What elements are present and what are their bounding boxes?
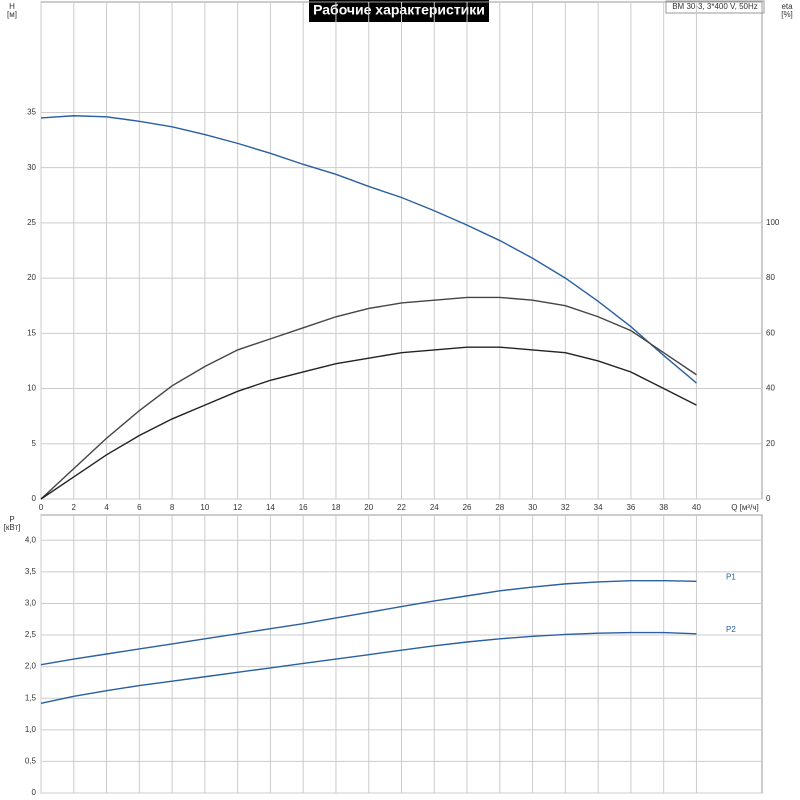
series-line — [40, 296, 697, 500]
y-tick-label: 2,0 — [25, 662, 37, 671]
y-tick-label: 0 — [32, 494, 37, 503]
x-tick-label: 38 — [659, 503, 668, 512]
y2-tick-label: 0 — [766, 494, 771, 503]
y2-axis-unit: [%] — [781, 10, 793, 19]
y2-axis-label: eta — [781, 2, 793, 11]
x-tick-label: 18 — [332, 503, 341, 512]
x-tick-label: 26 — [463, 503, 472, 512]
y-tick-label: 3,5 — [25, 567, 37, 576]
y-axis-unit: [кВт] — [4, 523, 21, 532]
y-tick-label: 4,0 — [25, 535, 37, 544]
series-line — [40, 580, 697, 666]
y-tick-label: 2,5 — [25, 630, 37, 639]
x-tick-label: 10 — [200, 503, 209, 512]
y-tick-label: 1,0 — [25, 725, 37, 734]
x-tick-label: 0 — [39, 503, 44, 512]
x-tick-label: 24 — [430, 503, 439, 512]
x-axis-label: Q [м³/ч] — [731, 503, 758, 512]
x-tick-label: 40 — [692, 503, 701, 512]
y-tick-label: 20 — [27, 273, 36, 282]
x-tick-label: 34 — [594, 503, 603, 512]
y2-tick-label: 80 — [766, 273, 775, 282]
y2-tick-label: 20 — [766, 439, 775, 448]
series-line — [40, 115, 697, 384]
y-tick-label: 3,0 — [25, 599, 37, 608]
x-tick-label: 22 — [397, 503, 406, 512]
x-tick-label: 12 — [233, 503, 242, 512]
y-tick-label: 10 — [27, 384, 36, 393]
y-tick-label: 25 — [27, 218, 36, 227]
y-tick-label: 1,5 — [25, 693, 37, 702]
y-tick-label: 35 — [27, 108, 36, 117]
y-tick-label: 0 — [32, 788, 37, 797]
series-line — [40, 346, 697, 500]
x-tick-label: 30 — [528, 503, 537, 512]
x-tick-label: 32 — [561, 503, 570, 512]
y2-tick-label: 60 — [766, 328, 775, 337]
chart-title: Рабочие характеристики — [313, 2, 485, 18]
y-tick-label: 0,5 — [25, 757, 37, 766]
x-tick-label: 36 — [626, 503, 635, 512]
y2-tick-label: 100 — [766, 218, 780, 227]
series-line — [40, 631, 697, 704]
title-background — [309, 0, 489, 22]
info-text: BM 30-3, 3*400 V, 50Hz — [672, 2, 758, 11]
series-label: P2 — [726, 625, 736, 634]
y-axis-unit: [м] — [7, 10, 17, 19]
x-tick-label: 16 — [299, 503, 308, 512]
y-axis-label: H — [9, 2, 15, 11]
y-tick-label: 15 — [27, 328, 36, 337]
y-tick-label: 5 — [32, 439, 37, 448]
series-label: P1 — [726, 572, 736, 581]
y-tick-label: 30 — [27, 163, 36, 172]
y-axis-label: P — [9, 515, 14, 524]
y2-tick-label: 40 — [766, 384, 775, 393]
x-tick-label: 6 — [137, 503, 142, 512]
x-tick-label: 28 — [495, 503, 504, 512]
x-tick-label: 8 — [170, 503, 175, 512]
x-tick-label: 4 — [104, 503, 109, 512]
x-tick-label: 20 — [364, 503, 373, 512]
x-tick-label: 14 — [266, 503, 275, 512]
info-box — [665, 0, 765, 14]
x-tick-label: 2 — [72, 503, 77, 512]
